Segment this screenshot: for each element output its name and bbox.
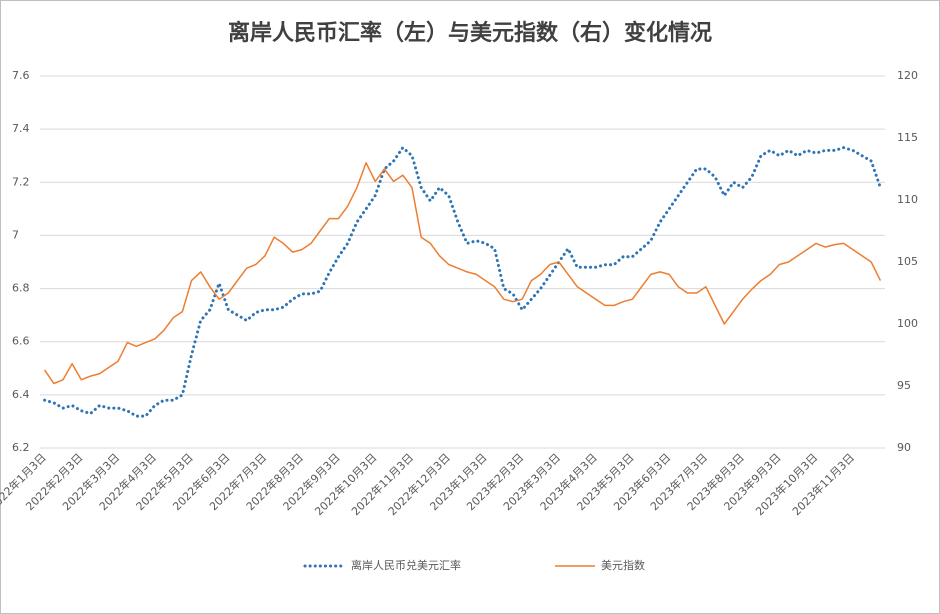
- y2-tick-label: 105: [897, 255, 918, 268]
- legend-label: 离岸人民币兑美元汇率: [351, 558, 461, 572]
- chart-title: 离岸人民币汇率（左）与美元指数（右）变化情况: [228, 20, 712, 46]
- y-tick-label: 6.2: [12, 441, 30, 454]
- y2-tick-label: 120: [897, 69, 918, 82]
- y2-tick-label: 110: [897, 193, 918, 206]
- y-tick-label: 7.6: [12, 69, 30, 82]
- y2-tick-label: 115: [897, 131, 918, 144]
- y2-tick-label: 95: [897, 379, 911, 392]
- y-tick-label: 6.8: [12, 282, 30, 295]
- y-tick-label: 6.4: [12, 388, 30, 401]
- y-tick-label: 6.6: [12, 335, 30, 348]
- legend-label: 美元指数: [601, 558, 645, 572]
- y2-tick-label: 90: [897, 441, 911, 454]
- y-tick-label: 7.4: [12, 122, 30, 135]
- y-tick-label: 7: [12, 228, 19, 241]
- y-tick-label: 7.2: [12, 175, 30, 188]
- series-line: [43, 162, 882, 385]
- y2-tick-label: 100: [897, 317, 918, 330]
